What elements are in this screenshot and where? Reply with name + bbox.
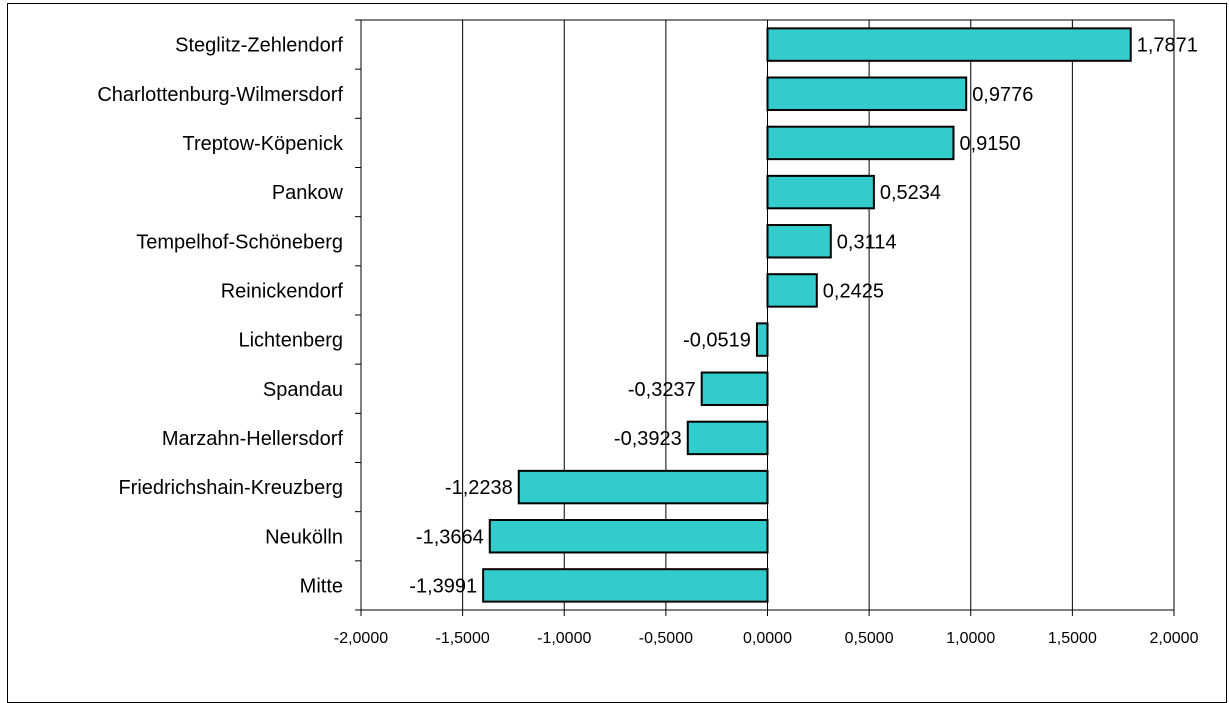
- bar-chart: -2,0000 -1,5000 -1,0000 -0,5000 0,0000 0,5000…: [97, 19, 1199, 647]
- bar: [755, 322, 769, 357]
- category-label: Neukölln: [265, 526, 343, 548]
- data-label: 0,9776: [972, 84, 1033, 106]
- x-tick-label: 2,0000: [1150, 630, 1199, 647]
- category-label: Treptow-Köpenick: [183, 133, 344, 155]
- bar: [766, 224, 832, 259]
- category-label: Steglitz-Zehlendorf: [175, 35, 343, 57]
- category-label: Pankow: [272, 182, 344, 204]
- x-tick-label: 1,5000: [1048, 630, 1097, 647]
- bar: [766, 125, 955, 161]
- category-label: Charlottenburg-Wilmersdorf: [97, 84, 343, 106]
- x-tick-label: 1,0000: [946, 630, 995, 647]
- data-label: -1,3664: [416, 526, 484, 548]
- data-label: -0,3923: [614, 428, 682, 450]
- bar: [766, 273, 818, 308]
- bar: [482, 568, 769, 603]
- bar: [686, 420, 769, 456]
- category-label: Friedrichshain-Kreuzberg: [118, 477, 343, 499]
- data-label: -0,0519: [683, 330, 751, 352]
- x-tick-label: 0,5000: [845, 630, 894, 647]
- bar: [766, 76, 968, 111]
- category-label: Mitte: [300, 575, 343, 597]
- data-label: 1,7871: [1137, 35, 1198, 57]
- data-label: 0,2425: [823, 280, 884, 302]
- category-label: Reinickendorf: [221, 280, 344, 302]
- bar: [700, 371, 769, 406]
- data-label: 0,9150: [959, 133, 1020, 155]
- bar: [766, 27, 1132, 62]
- category-label: Marzahn-Hellersdorf: [162, 428, 344, 450]
- category-label: Tempelhof-Schöneberg: [136, 231, 343, 253]
- x-tick-label: -2,0000: [334, 630, 388, 647]
- bar: [766, 174, 875, 210]
- x-tick-label: 0,0000: [743, 630, 792, 647]
- x-tick-label: -1,5000: [435, 630, 489, 647]
- x-tick-label: -1,0000: [537, 630, 591, 647]
- category-label: Lichtenberg: [238, 330, 343, 352]
- data-label: 0,3114: [837, 231, 897, 253]
- bar: [517, 469, 769, 505]
- bar: [488, 519, 769, 554]
- data-label: -1,2238: [445, 477, 513, 499]
- x-tick-label: -0,5000: [639, 630, 693, 647]
- data-label: -1,3991: [409, 575, 477, 597]
- data-label: 0,5234: [880, 182, 941, 204]
- data-label: -0,3237: [628, 379, 696, 401]
- category-label: Spandau: [263, 379, 343, 401]
